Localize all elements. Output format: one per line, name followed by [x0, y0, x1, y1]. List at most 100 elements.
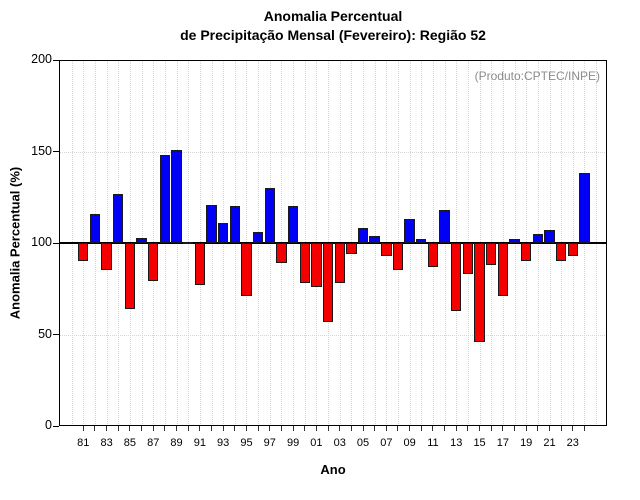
x-axis-tick	[350, 426, 352, 431]
x-tick-label-05: 05	[356, 437, 370, 449]
x-tick-label-09: 09	[403, 437, 416, 449]
x-axis-title: Ano	[320, 462, 346, 477]
x-axis-tick	[257, 426, 259, 431]
bar-1993	[217, 222, 229, 243]
x-tick-label-89: 89	[170, 437, 183, 449]
x-tick-label-97: 97	[263, 437, 276, 449]
bar-1994	[229, 206, 240, 243]
y-axis-tick	[53, 151, 59, 152]
y-tick-label-150: 150	[31, 143, 52, 158]
x-axis-tick	[374, 426, 376, 431]
x-axis-tick	[82, 426, 84, 431]
y-tick-label-0: 0	[45, 418, 52, 432]
x-tick-label-17: 17	[496, 437, 509, 449]
x-tick-label-23: 23	[566, 437, 579, 449]
x-axis-tick	[94, 426, 96, 431]
x-tick-label-99: 99	[286, 437, 300, 449]
x-axis-tick	[432, 426, 434, 431]
y-axis-tick	[53, 334, 59, 335]
bar-1991	[194, 243, 206, 286]
x-axis-tick	[269, 426, 271, 431]
x-axis-tick	[397, 426, 399, 431]
x-axis-tick	[222, 426, 224, 431]
x-axis-tick	[304, 426, 306, 431]
x-axis-tick	[467, 426, 469, 431]
x-tick-label-21: 21	[543, 437, 556, 449]
bar-2003	[334, 243, 345, 284]
y-tick-label-100: 100	[31, 235, 52, 249]
x-axis-tick	[572, 426, 574, 431]
x-tick-label-19: 19	[520, 437, 533, 449]
x-axis-tick	[525, 426, 527, 431]
x-axis-tick	[490, 426, 492, 431]
bar-1986	[136, 237, 147, 243]
bar-2020	[532, 233, 544, 243]
x-axis-tick	[106, 426, 108, 431]
x-tick-label-91: 91	[193, 437, 206, 449]
y-axis-tick	[53, 59, 59, 61]
bar-1988	[159, 155, 171, 243]
x-axis-tick	[199, 426, 201, 431]
bar-2005	[357, 228, 369, 243]
x-axis-tick	[152, 426, 154, 431]
bar-2023	[567, 243, 578, 256]
bar-2012	[439, 210, 450, 243]
chart-title-line2: de Precipitação Mensal (Fevereiro): Regi…	[180, 27, 486, 43]
x-axis-tick	[129, 426, 131, 431]
bar-1985	[124, 243, 136, 309]
y-tick-label-50: 50	[38, 326, 52, 341]
x-axis-tick	[479, 426, 481, 431]
x-tick-label-87: 87	[147, 437, 160, 449]
bar-2014	[462, 243, 474, 275]
y-axis-tick	[53, 242, 59, 244]
bar-1984	[113, 193, 124, 243]
bar-2004	[346, 243, 357, 254]
x-tick-label-11: 11	[427, 437, 439, 449]
x-axis-tick	[141, 426, 143, 431]
x-axis-tick	[514, 426, 516, 431]
bar-2006	[369, 235, 380, 243]
x-tick-label-83: 83	[100, 437, 113, 449]
bar-2021	[544, 230, 555, 243]
x-axis-tick	[245, 426, 247, 431]
bar-1982	[89, 213, 101, 243]
bar-1987	[148, 243, 159, 282]
bar-1990	[182, 242, 194, 245]
x-axis-tick	[327, 426, 329, 431]
gridline-horizontal	[59, 151, 607, 153]
x-axis-tick	[315, 426, 317, 431]
x-axis-tick	[385, 426, 387, 431]
bar-2018	[509, 239, 520, 243]
bar-2016	[486, 243, 497, 265]
bar-2015	[474, 243, 485, 342]
x-axis-tick	[339, 426, 341, 431]
bar-2024	[579, 173, 590, 243]
x-axis-tick	[164, 426, 166, 431]
x-axis-tick	[502, 426, 504, 431]
bar-1989	[171, 149, 182, 243]
x-axis-tick	[455, 426, 457, 431]
x-tick-label-15: 15	[473, 437, 486, 449]
bar-2000	[299, 243, 310, 284]
x-tick-label-95: 95	[240, 437, 253, 449]
gridline-horizontal	[59, 334, 607, 336]
bar-2009	[404, 219, 415, 243]
x-axis-tick	[409, 426, 411, 431]
x-axis-tick	[583, 426, 585, 431]
x-axis-tick	[362, 426, 364, 431]
x-tick-label-13: 13	[450, 437, 463, 449]
bar-1996	[252, 232, 264, 243]
bar-2010	[416, 239, 427, 243]
x-axis-tick	[280, 426, 282, 431]
bar-1983	[101, 243, 112, 271]
bar-1995	[241, 243, 252, 297]
bar-2001	[311, 243, 322, 287]
x-tick-label-93: 93	[217, 437, 230, 449]
x-tick-label-85: 85	[123, 437, 137, 449]
x-tick-label-01: 01	[310, 437, 323, 449]
bar-2008	[392, 243, 404, 271]
bar-2002	[322, 243, 334, 322]
bar-2013	[451, 243, 462, 311]
x-axis-tick	[537, 426, 539, 431]
